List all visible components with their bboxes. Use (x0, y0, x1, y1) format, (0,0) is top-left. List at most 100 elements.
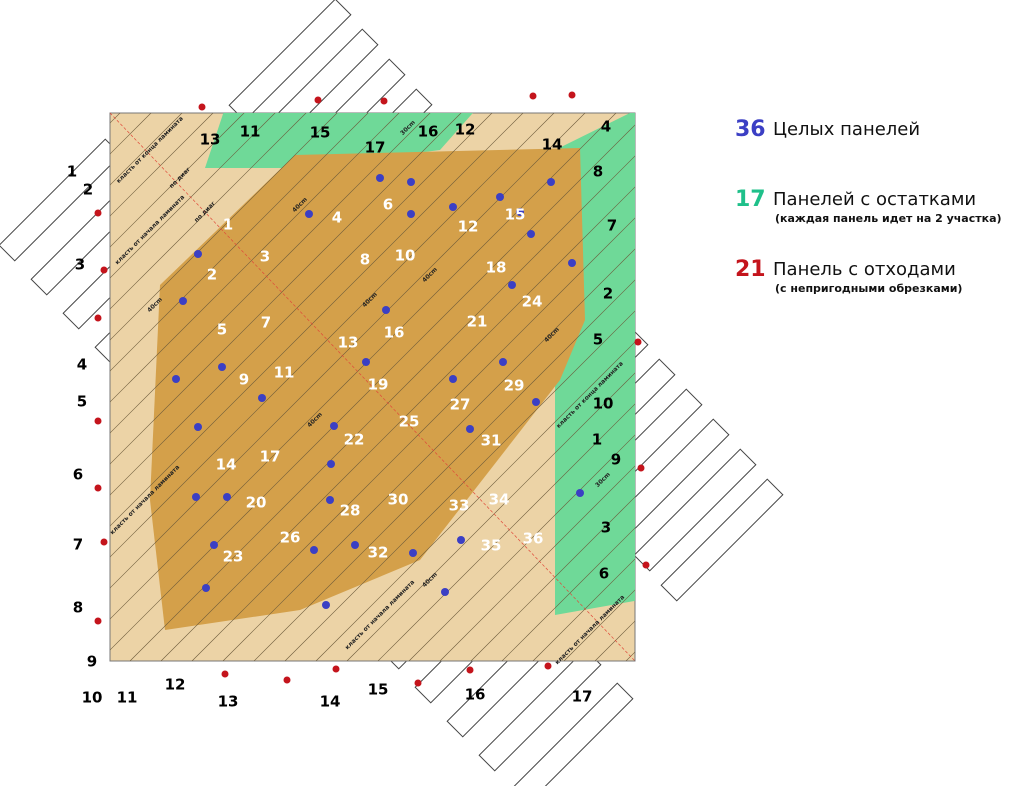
whole-panel-number: 24 (522, 293, 543, 311)
remainder-panel-number: 11 (240, 123, 261, 141)
seam (110, 113, 462, 465)
whole-panel-number: 3 (260, 248, 270, 266)
whole-dot (330, 422, 338, 430)
seam (110, 113, 493, 496)
waste-dot (94, 484, 102, 492)
whole-panel-number: 11 (274, 364, 295, 382)
seam (110, 113, 369, 372)
plank (660, 478, 784, 602)
whole-dot (327, 460, 335, 468)
whole-dot (351, 541, 359, 549)
legend-label: Панелей с остатками (773, 189, 976, 210)
whole-dot (508, 281, 516, 289)
waste-dot (466, 666, 474, 674)
plank (0, 138, 122, 262)
whole-panel-number: 2 (207, 266, 217, 284)
whole-panel-number: 5 (217, 321, 227, 339)
whole-dot (568, 259, 576, 267)
seam (750, 71, 1024, 661)
remainder-panel-number: 9 (611, 451, 621, 469)
remainder-panel-number: 15 (310, 124, 331, 142)
row-number: 3 (75, 256, 85, 274)
whole-dot (172, 375, 180, 383)
remainder-panel-number: 3 (601, 519, 611, 537)
whole-panel-number: 20 (246, 494, 267, 512)
waste-dot (568, 91, 576, 99)
whole-dot (362, 358, 370, 366)
whole-dot (516, 208, 524, 216)
plank (510, 682, 634, 790)
whole-panel-number: 28 (340, 502, 361, 520)
remainder-panel-number: 4 (601, 118, 611, 136)
seam (284, 310, 635, 661)
remainder-panel-number: 7 (607, 217, 617, 235)
whole-panel-number: 6 (383, 196, 393, 214)
waste-dot (634, 338, 642, 346)
whole-dot (179, 297, 187, 305)
whole-panel-number: 33 (449, 497, 470, 515)
seam (110, 113, 586, 589)
seam (110, 113, 183, 186)
whole-panel-number: 26 (280, 529, 301, 547)
row-number: 7 (73, 536, 83, 554)
whole-dot (532, 398, 540, 406)
seam (110, 113, 524, 527)
seam (191, 217, 635, 661)
whole-dot (382, 306, 390, 314)
whole-dot (527, 230, 535, 238)
whole-panel-number: 29 (504, 377, 525, 395)
whole-dot (466, 425, 474, 433)
seam (110, 124, 635, 651)
whole-dot (576, 489, 584, 497)
seam (377, 403, 635, 661)
whole-dot (457, 536, 465, 544)
whole-dot (194, 423, 202, 431)
seam (657, 71, 1024, 661)
row-number: 8 (73, 599, 83, 617)
seam (501, 527, 635, 661)
seam (346, 372, 635, 661)
seam (110, 113, 276, 279)
row-number: 17 (572, 688, 593, 706)
seam (719, 71, 1024, 661)
waste-dot (544, 662, 552, 670)
waste-dot (94, 417, 102, 425)
seam (532, 558, 635, 661)
whole-dot (202, 584, 210, 592)
whole-panel-number: 13 (338, 334, 359, 352)
whole-panel-number: 35 (481, 537, 502, 555)
remainder-panel-number: 13 (200, 131, 221, 149)
plank (478, 648, 602, 772)
whole-panel-number: 21 (467, 313, 488, 331)
diagonal (109, 112, 636, 662)
whole-dot (547, 178, 555, 186)
whole-panel-number: 4 (332, 209, 342, 227)
waste-dot (414, 679, 422, 687)
seam (160, 186, 635, 661)
remainder-panel-number: 2 (603, 285, 613, 303)
row-number: 15 (368, 681, 389, 699)
row-number: 9 (87, 653, 97, 671)
whole-panel-number: 15 (505, 206, 526, 224)
waste-dot (221, 670, 229, 678)
seam (110, 113, 214, 217)
remainder-panel-number: 12 (455, 121, 476, 139)
seam (110, 113, 431, 434)
whole-dot (192, 493, 200, 501)
row-number: 12 (165, 676, 186, 694)
waste-dot (94, 617, 102, 625)
row-number: 13 (218, 693, 239, 711)
row-number: 1 (67, 163, 77, 181)
whole-dot (326, 496, 334, 504)
whole-dot (449, 375, 457, 383)
whole-dot (496, 193, 504, 201)
legend-count: 36 (735, 117, 766, 142)
waste-dot (283, 676, 291, 684)
whole-dot (223, 493, 231, 501)
seam (129, 155, 635, 661)
remainder-panel-number: 8 (593, 163, 603, 181)
whole-dot (441, 588, 449, 596)
seam (110, 113, 245, 248)
seam (110, 113, 555, 558)
